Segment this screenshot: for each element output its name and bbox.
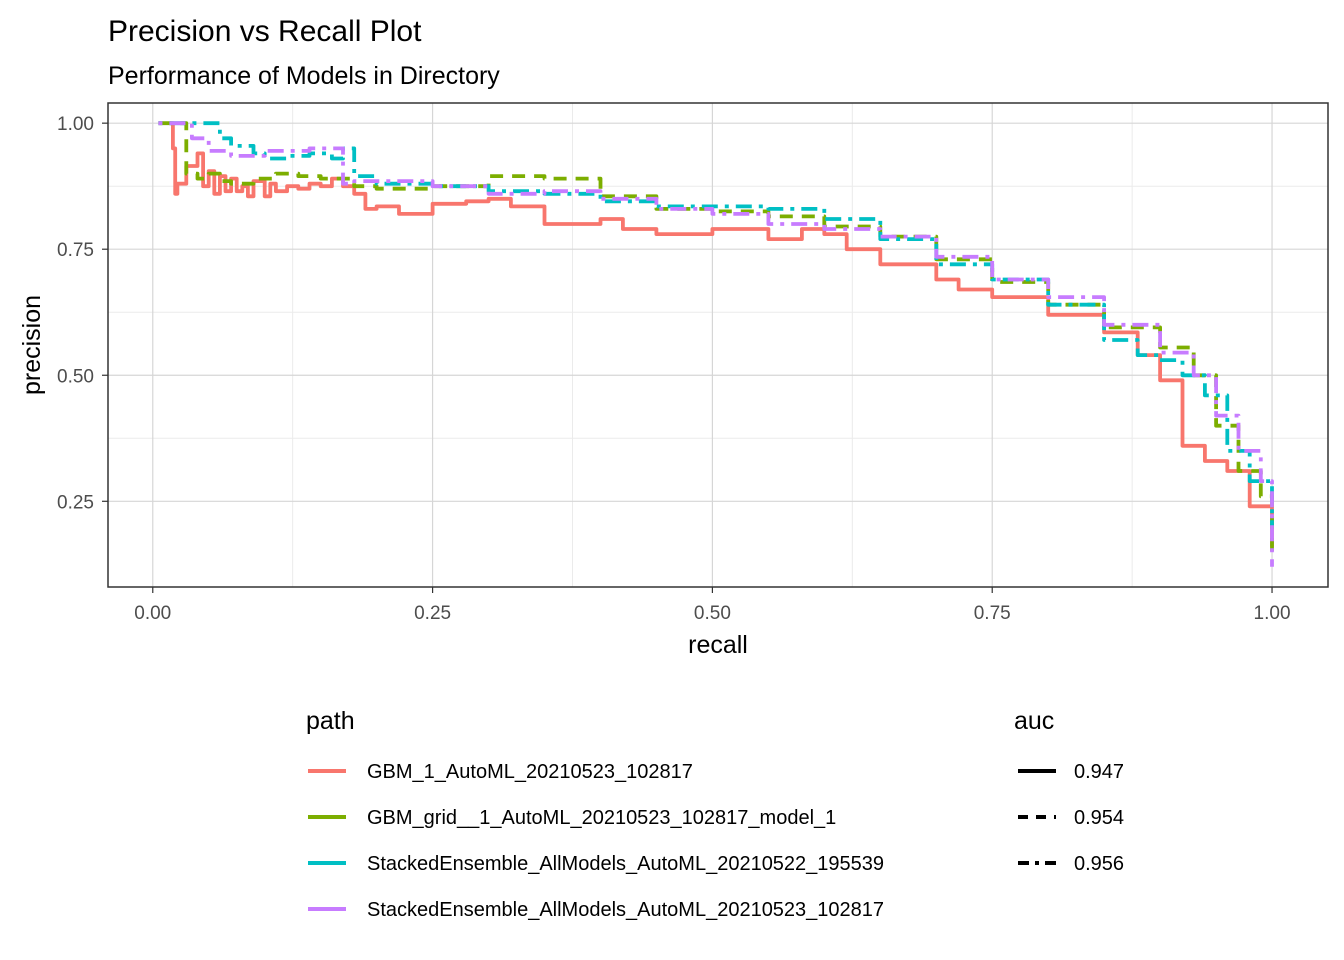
legend-auc-title: auc — [1014, 707, 1054, 735]
plot-panel — [107, 102, 1329, 588]
y-tick-label: 0.50 — [57, 366, 94, 387]
legend-path-label: GBM_grid__1_AutoML_20210523_102817_model… — [367, 807, 836, 829]
legend-auc-label: 0.947 — [1074, 761, 1124, 783]
legend-path-title: path — [306, 707, 355, 735]
y-axis-ticks: 0.25 0.50 0.75 1.00 — [57, 114, 108, 513]
x-tick-label: 0.25 — [414, 603, 451, 624]
series-line-1 — [169, 121, 1274, 547]
y-tick-label: 0.25 — [57, 492, 94, 513]
legend-path-label: StackedEnsemble_AllModels_AutoML_2021052… — [367, 853, 884, 875]
y-tick-label: 0.75 — [57, 240, 94, 261]
y-axis-title: precision — [18, 295, 46, 395]
series-layer — [158, 121, 1274, 567]
x-tick-label: 0.00 — [134, 603, 171, 624]
chart-title: Precision vs Recall Plot — [108, 15, 422, 48]
legend-auc-label: 0.954 — [1074, 807, 1124, 829]
x-axis-ticks: 0.00 0.25 0.50 0.75 1.00 — [134, 587, 1291, 624]
legend-path-label: GBM_1_AutoML_20210523_102817 — [367, 761, 693, 783]
x-tick-label: 1.00 — [1254, 603, 1291, 624]
legend-path-label: StackedEnsemble_AllModels_AutoML_2021052… — [367, 899, 884, 921]
legend-path: path GBM_1_AutoML_20210523_102817 GBM_grid… — [306, 707, 884, 921]
panel-border — [107, 102, 1329, 588]
series-line-4 — [158, 121, 1274, 567]
legend-auc: auc 0.947 0.954 0.956 — [1014, 707, 1124, 875]
x-tick-label: 0.50 — [694, 603, 731, 624]
panel-background — [108, 103, 1328, 587]
chart-subtitle: Performance of Models in Directory — [108, 62, 500, 90]
y-tick-label: 1.00 — [57, 114, 94, 135]
gridlines — [108, 103, 1328, 587]
x-tick-label: 0.75 — [974, 603, 1011, 624]
x-axis-title: recall — [688, 631, 748, 659]
legend-auc-label: 0.956 — [1074, 853, 1124, 875]
